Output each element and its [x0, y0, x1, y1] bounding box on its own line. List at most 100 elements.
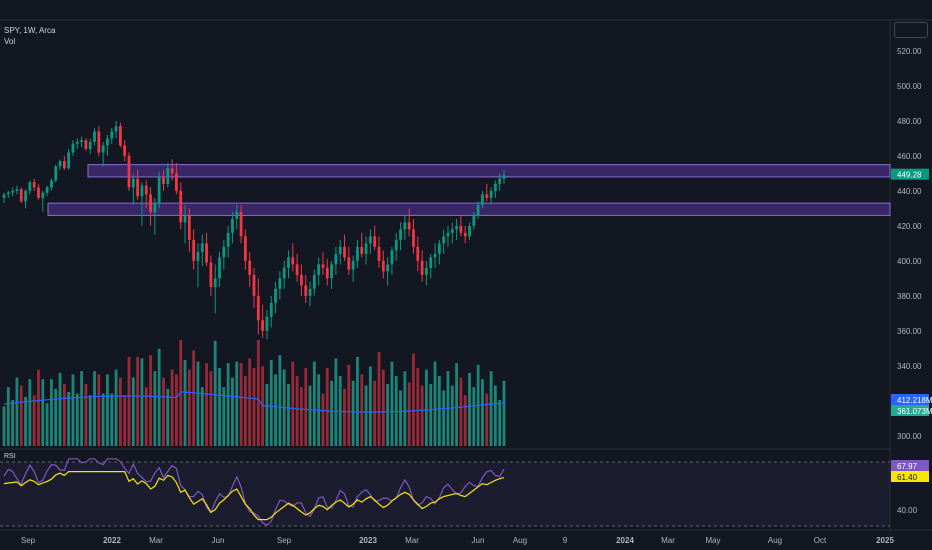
volume-bar: [88, 395, 92, 446]
candle-body: [377, 246, 381, 261]
rsi-level-tick: 40.00: [897, 506, 918, 515]
volume-bar: [373, 380, 377, 446]
volume-bar: [481, 379, 484, 446]
candle-body: [407, 222, 411, 230]
volume-bar: [356, 356, 359, 446]
volume-bar: [325, 368, 329, 446]
candle-body: [360, 246, 364, 254]
volume-bar: [278, 355, 282, 446]
candle-body: [489, 190, 493, 198]
volume-bar: [37, 369, 40, 446]
candle-body: [425, 267, 428, 275]
candle-body: [282, 267, 286, 279]
chart-settings-box[interactable]: [894, 22, 928, 38]
volume-bar: [54, 388, 58, 446]
rsi-ma-badge: 61.40: [897, 473, 918, 482]
volume-bar: [433, 361, 437, 446]
candle-body: [157, 176, 161, 204]
volume-ma-line: [3, 391, 505, 413]
candle-body: [291, 257, 295, 265]
time-tick-label: Mar: [149, 536, 163, 545]
volume-bar: [390, 361, 394, 446]
volume-bar: [455, 363, 458, 446]
volume-bar: [437, 376, 441, 446]
candle-body: [485, 194, 489, 198]
volume-bar: [140, 358, 144, 446]
price-tick-label: 380.00: [897, 292, 922, 301]
candle-body: [304, 285, 308, 296]
time-tick-label: Jun: [472, 536, 485, 545]
candle-body: [248, 260, 252, 275]
candle-body: [231, 218, 234, 233]
candle-body: [235, 211, 239, 219]
price-tick-label: 420.00: [897, 222, 922, 231]
rsi-ma-badge-bg: [891, 471, 929, 482]
candle-body: [243, 236, 247, 261]
time-tick-label: Sep: [277, 536, 292, 545]
candle-body: [390, 250, 394, 265]
volume-bar: [28, 379, 32, 446]
candle-body: [175, 173, 178, 191]
candle-body: [62, 161, 66, 169]
volume-bar: [15, 377, 19, 446]
price-tick-label: 520.00: [897, 47, 922, 56]
volume-bar: [123, 395, 127, 446]
volume-bar: [45, 403, 49, 446]
volume-bar: [485, 393, 489, 446]
candle-body: [192, 239, 196, 261]
volume-bar: [183, 360, 187, 446]
time-tick-label: Aug: [513, 536, 527, 545]
volume-bar: [144, 387, 148, 446]
price-tick-label: 500.00: [897, 82, 922, 91]
time-tick-label: Oct: [814, 536, 827, 545]
price-tick-label: 300.00: [897, 432, 922, 441]
volume-bar: [127, 356, 131, 446]
volume-bar: [502, 380, 506, 446]
candle-body: [50, 180, 53, 188]
volume-bar: [131, 377, 135, 446]
candle-body: [300, 274, 303, 286]
volume-bar: [67, 392, 71, 446]
candle-body: [2, 194, 6, 198]
candle-body: [493, 183, 497, 191]
volume-bar: [226, 363, 230, 446]
candle-body: [144, 185, 148, 195]
candle-body: [256, 295, 260, 321]
volume-indicator-label: Vol: [4, 37, 16, 46]
volume-bar: [463, 395, 467, 446]
volume-bar: [304, 368, 308, 446]
volume-bar: [6, 387, 10, 446]
volume-bar: [41, 379, 45, 446]
volume-bar: [274, 374, 277, 446]
candle-body: [179, 190, 183, 223]
candle-body: [325, 267, 329, 279]
candle-body: [187, 215, 191, 240]
candle-body: [437, 243, 441, 254]
candle-body: [218, 257, 221, 279]
candle-body: [37, 187, 40, 198]
time-tick-label: Sep: [21, 536, 36, 545]
volume-bar: [196, 361, 200, 446]
candle-body: [274, 288, 277, 303]
volume-bar: [50, 379, 53, 446]
candle-body: [412, 229, 415, 247]
candle-body: [19, 189, 23, 202]
candle-body: [364, 243, 368, 254]
rsi-line: [3, 458, 505, 527]
candle-body: [468, 225, 471, 237]
volume-bar: [97, 374, 101, 446]
candle-body: [149, 194, 152, 212]
candle-body: [226, 232, 230, 247]
candle-body: [123, 145, 127, 156]
candle-body: [459, 225, 463, 233]
candle-body: [321, 264, 325, 268]
volume-bar: [58, 372, 62, 446]
volume-bar: [19, 385, 23, 446]
candle-body: [11, 190, 15, 193]
volume-ma-badge-bg: [891, 394, 929, 405]
candle-body: [442, 236, 446, 244]
resistance-zone: [87, 164, 891, 178]
candle-body: [261, 320, 265, 331]
volume-bar: [11, 400, 15, 446]
